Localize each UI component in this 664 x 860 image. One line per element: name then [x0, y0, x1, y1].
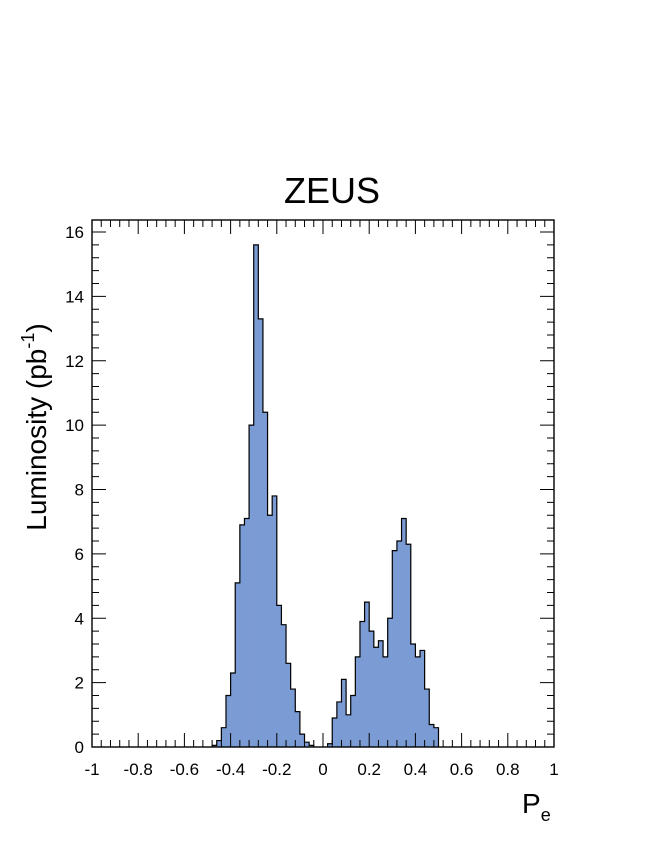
- x-tick-label: -0.8: [124, 760, 153, 779]
- y-tick-label: 4: [75, 609, 84, 628]
- histogram-bin: [355, 656, 361, 747]
- histogram-bin: [364, 602, 370, 747]
- y-tick-label: 8: [75, 481, 84, 500]
- histogram-bin: [272, 495, 278, 747]
- histogram-bin: [299, 734, 305, 747]
- histogram-bin: [336, 701, 342, 747]
- histogram-bin: [433, 727, 439, 747]
- x-tick-label: 1: [549, 760, 558, 779]
- histogram-bin: [341, 679, 347, 747]
- y-axis-label-main: Luminosity (pb: [21, 349, 52, 531]
- histogram-bin: [369, 631, 375, 747]
- histogram-bin: [424, 689, 430, 747]
- histogram-bin: [262, 412, 268, 747]
- histogram-outline: [211, 244, 440, 747]
- histogram-bin: [429, 724, 435, 747]
- histogram-bin: [212, 745, 218, 747]
- histogram-bin: [249, 425, 254, 747]
- histogram-bin: [239, 524, 245, 747]
- histogram-bin: [253, 244, 259, 747]
- histogram-bin: [244, 518, 250, 747]
- histogram-bin: [267, 515, 273, 747]
- y-tick-label: 0: [75, 738, 84, 757]
- histogram-bin: [327, 743, 333, 747]
- x-axis-label: Pe: [522, 788, 551, 825]
- histogram-bin: [359, 621, 365, 747]
- histogram-bin: [332, 718, 338, 747]
- y-tick-label: 10: [65, 416, 84, 435]
- histogram-bin: [346, 714, 352, 747]
- histogram-bin: [420, 650, 425, 747]
- histogram-bin: [235, 582, 241, 747]
- histogram-bin: [295, 711, 301, 747]
- histogram-bin: [290, 689, 296, 747]
- y-tick-labels: 0 2 4 6 8 10 12 14 16: [65, 223, 84, 757]
- x-tick-label: 0: [318, 760, 327, 779]
- x-tick-labels: -1 -0.8 -0.6 -0.4 -0.2 0 0.2 0.4 0.6 0.8 1: [84, 760, 558, 779]
- histogram-bin: [258, 318, 264, 747]
- y-axis-label: Luminosity (pb-1): [18, 323, 52, 530]
- x-tick-label: -1: [84, 760, 99, 779]
- histogram-bin: [406, 544, 412, 747]
- histogram-bin: [387, 618, 393, 747]
- histogram-bars: [212, 244, 439, 747]
- y-tick-label: 6: [75, 545, 84, 564]
- histogram-bin: [401, 518, 407, 747]
- histogram-bin: [216, 740, 222, 747]
- histogram-bin: [221, 727, 227, 747]
- histogram-bin: [230, 672, 236, 747]
- histogram-bin: [286, 663, 291, 747]
- histogram-bin: [415, 656, 421, 747]
- histogram-bin: [373, 647, 379, 747]
- axis-ticks: [91, 220, 555, 748]
- histogram-bin: [410, 644, 416, 747]
- y-tick-label: 16: [65, 223, 84, 242]
- histogram-bin: [309, 745, 315, 747]
- x-tick-label: 0.8: [496, 760, 520, 779]
- histogram-bin: [350, 695, 356, 747]
- x-tick-label: -0.2: [262, 760, 291, 779]
- x-tick-label: 0.4: [404, 760, 428, 779]
- y-axis-label-superscript: -1: [18, 333, 38, 349]
- chart-title: ZEUS: [284, 170, 380, 211]
- histogram-bin: [396, 541, 402, 747]
- y-tick-label: 14: [65, 287, 84, 306]
- histogram-bin: [281, 624, 287, 747]
- x-tick-label: 0.2: [357, 760, 381, 779]
- y-tick-label: 2: [75, 674, 84, 693]
- histogram-bin: [225, 695, 231, 747]
- histogram-bin: [378, 640, 384, 747]
- histogram-bin: [392, 550, 398, 747]
- x-tick-label: -0.4: [216, 760, 245, 779]
- x-tick-label: 0.6: [450, 760, 474, 779]
- histogram-bin: [276, 605, 282, 747]
- y-axis-label-close: ): [21, 323, 52, 332]
- x-axis-label-subscript: e: [541, 805, 551, 825]
- y-tick-label: 12: [65, 352, 84, 371]
- histogram-bin: [304, 742, 310, 747]
- histogram-bin: [383, 656, 388, 747]
- plot-frame: [91, 219, 555, 748]
- x-tick-label: -0.6: [170, 760, 199, 779]
- x-axis-label-main: P: [522, 788, 541, 819]
